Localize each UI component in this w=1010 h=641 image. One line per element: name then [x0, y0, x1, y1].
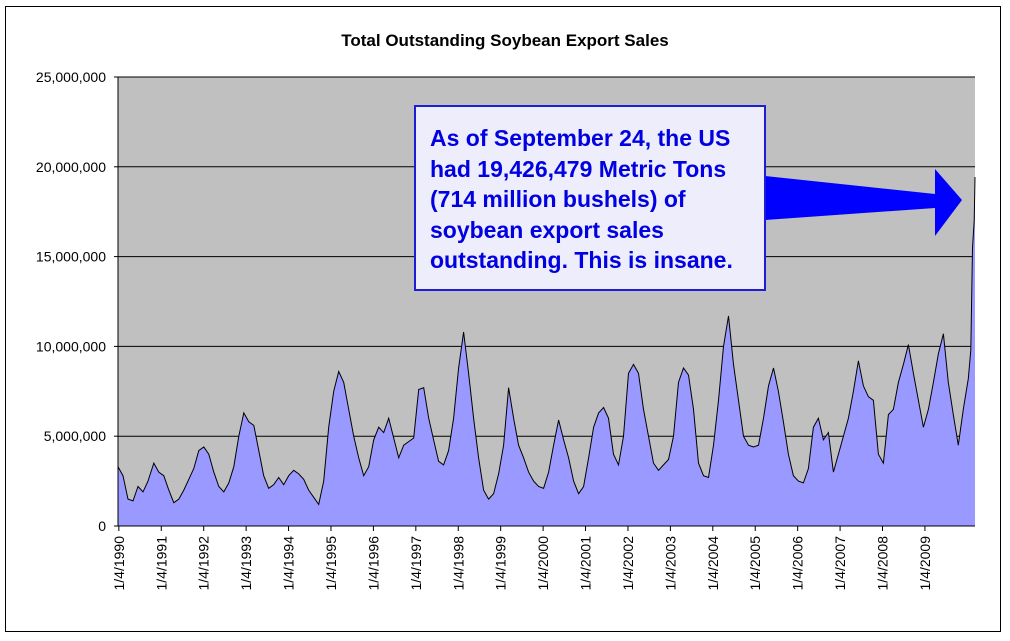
x-tick-label: 1/4/1994 — [281, 536, 297, 591]
x-tick-label: 1/4/2000 — [535, 536, 551, 591]
annotation-line: soybean export sales — [430, 216, 664, 243]
x-tick-label: 1/4/1993 — [238, 536, 254, 591]
x-tick-label: 1/4/1991 — [153, 536, 169, 591]
x-axis-ticks: 1/4/1990 1/4/1991 1/4/1992 1/4/1993 1/4/1994… — [111, 526, 933, 591]
x-tick-label: 1/4/1990 — [111, 536, 127, 591]
y-tick-label: 0 — [98, 518, 106, 534]
area-line — [117, 177, 976, 506]
x-tick-label: 1/4/1995 — [323, 536, 339, 591]
x-tick-label: 1/4/2004 — [705, 536, 721, 591]
y-tick-label: 5,000,000 — [44, 428, 106, 444]
y-tick-label: 20,000,000 — [36, 159, 106, 175]
annotation-line: outstanding. This is insane. — [430, 247, 733, 273]
arrow-icon — [765, 169, 962, 236]
callout-arrow — [765, 169, 962, 236]
x-tick-label: 1/4/1997 — [408, 536, 424, 591]
x-tick-label: 1/4/2007 — [832, 536, 848, 591]
y-tick-label: 25,000,000 — [36, 69, 106, 85]
x-tick-label: 1/4/1999 — [493, 536, 509, 591]
x-tick-label: 1/4/1996 — [365, 536, 381, 591]
chart-title: Total Outstanding Soybean Export Sales — [341, 31, 668, 50]
x-tick-label: 1/4/2009 — [917, 536, 933, 591]
annotation-line: (714 million bushels) of — [430, 186, 686, 212]
y-axis-ticks: 0 5,000,000 10,000,000 15,000,000 20,000,000… — [36, 69, 118, 534]
x-tick-label: 1/4/2002 — [620, 536, 636, 591]
area-series — [117, 177, 976, 526]
y-tick-label: 15,000,000 — [36, 249, 106, 265]
x-tick-label: 1/4/1998 — [450, 536, 466, 591]
annotation-callout: As of September 24, the US had 19,426,47… — [414, 105, 766, 291]
annotation-line: As of September 24, the US — [430, 125, 731, 151]
x-tick-label: 1/4/2005 — [747, 536, 763, 591]
x-tick-label: 1/4/2003 — [662, 536, 678, 591]
x-tick-label: 1/4/1992 — [196, 536, 212, 591]
x-tick-label: 1/4/2008 — [875, 536, 891, 591]
y-tick-label: 10,000,000 — [36, 338, 106, 354]
axes — [117, 77, 975, 527]
area-fill — [118, 177, 975, 526]
annotation-line: had 19,426,479 Metric Tons — [430, 155, 727, 182]
x-tick-label: 1/4/2006 — [790, 536, 806, 591]
x-tick-label: 1/4/2001 — [578, 536, 594, 591]
